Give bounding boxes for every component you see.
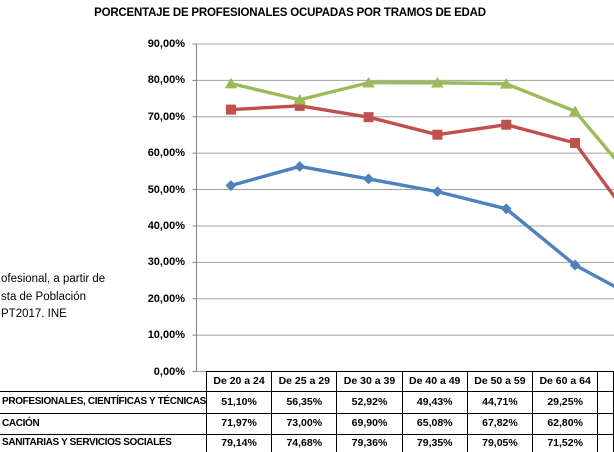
table-header-row: De 20 a 24 De 25 a 29 De 30 a 39 De 40 a 49… bbox=[0, 371, 614, 392]
data-point-triangle bbox=[293, 93, 306, 105]
source-note-line: PT2017. INE bbox=[1, 308, 67, 320]
data-point-triangle bbox=[568, 105, 582, 117]
data-point-square bbox=[363, 112, 374, 123]
table-header-cell-clipped bbox=[597, 371, 614, 392]
data-point-diamond bbox=[432, 186, 443, 198]
data-point-square bbox=[432, 129, 443, 140]
value-cell: 29,25% bbox=[532, 391, 599, 414]
value-cell: 73,00% bbox=[271, 413, 338, 435]
value-cell-clipped bbox=[597, 413, 614, 435]
value-cell: 56,35% bbox=[271, 391, 338, 414]
data-point-square bbox=[570, 137, 581, 148]
y-axis-tick-label: 90,00% bbox=[147, 38, 185, 50]
data-point-square bbox=[501, 119, 512, 130]
table-row: PROFESIONALES, CIENTÍFICAS Y TÉCNICAS 51,… bbox=[0, 391, 614, 414]
table-corner-cell bbox=[0, 372, 206, 392]
value-cell: 62,80% bbox=[532, 413, 599, 435]
value-cell: 44,71% bbox=[466, 391, 534, 414]
value-cell: 79,36% bbox=[336, 434, 403, 452]
chart-title: PORCENTAJE DE PROFESIONALES OCUPADAS POR… bbox=[94, 7, 486, 19]
value-cell: 79,35% bbox=[401, 434, 468, 452]
value-cell-clipped bbox=[597, 391, 614, 414]
y-axis-tick-label: 80,00% bbox=[147, 74, 185, 87]
data-point-triangle bbox=[224, 77, 238, 89]
value-cell: 52,92% bbox=[336, 391, 403, 414]
source-note-line: ofesional, a partir de bbox=[1, 273, 106, 285]
source-note-line: sta de Población bbox=[1, 290, 87, 303]
value-cell: 79,14% bbox=[205, 434, 273, 452]
data-point-diamond bbox=[500, 203, 512, 215]
data-point-diamond bbox=[569, 259, 581, 271]
table-header-cell: De 60 a 64 bbox=[532, 371, 599, 392]
data-point-diamond bbox=[225, 180, 237, 191]
series-line-diamond bbox=[229, 164, 614, 288]
y-axis-tick-label: 0,00% bbox=[153, 365, 185, 378]
value-cell: 69,90% bbox=[336, 413, 403, 435]
table-header-cell: De 20 a 24 bbox=[205, 371, 273, 392]
row-label-cell: SANITARIAS Y SERVICIOS SOCIALES bbox=[0, 434, 207, 452]
table-header-cell: De 25 a 29 bbox=[271, 371, 338, 392]
y-axis-tick-label: 20,00% bbox=[147, 292, 185, 305]
y-axis-tick-label: 60,00% bbox=[147, 147, 185, 160]
table-row: SANITARIAS Y SERVICIOS SOCIALES 79,14% 74,… bbox=[0, 434, 614, 452]
value-cell: 65,08% bbox=[401, 413, 468, 435]
value-cell: 79,05% bbox=[466, 434, 534, 452]
table-header-cell: De 30 a 39 bbox=[336, 371, 403, 392]
source-note: ofesional, a partir de sta de Población … bbox=[1, 271, 105, 324]
data-point-square bbox=[294, 100, 305, 111]
chart-data-table: De 20 a 24 De 25 a 29 De 30 a 39 De 40 a 49… bbox=[0, 371, 614, 452]
data-point-square bbox=[225, 104, 236, 115]
y-axis-tick-label: 10,00% bbox=[147, 329, 185, 342]
value-cell: 71,97% bbox=[205, 413, 273, 435]
y-axis-tick-label: 50,00% bbox=[147, 183, 185, 196]
value-cell: 49,43% bbox=[401, 391, 468, 414]
data-point-triangle bbox=[362, 76, 375, 88]
data-point-triangle bbox=[500, 78, 513, 89]
table-row: CACIÓN 71,97% 73,00% 69,90% 65,08% 67,82% 62,8… bbox=[0, 413, 614, 435]
row-label-cell: PROFESIONALES, CIENTÍFICAS Y TÉCNICAS bbox=[0, 391, 207, 414]
value-cell-clipped bbox=[597, 434, 614, 452]
y-axis-tick-label: 40,00% bbox=[147, 219, 185, 232]
value-cell: 71,52% bbox=[532, 434, 599, 452]
data-point-triangle bbox=[431, 76, 444, 88]
table-header-cell: De 50 a 59 bbox=[466, 371, 534, 392]
data-point-diamond bbox=[363, 173, 374, 185]
row-label-cell: CACIÓN bbox=[0, 413, 207, 435]
y-axis-tick-label: 70,00% bbox=[147, 110, 185, 123]
y-axis-tick-label: 30,00% bbox=[147, 256, 185, 269]
value-cell: 51,10% bbox=[205, 391, 273, 414]
value-cell: 74,68% bbox=[271, 434, 338, 452]
value-cell: 67,82% bbox=[466, 413, 534, 435]
data-point-diamond bbox=[294, 161, 306, 172]
table-header-cell: De 40 a 49 bbox=[401, 371, 468, 392]
series-line-triangle bbox=[229, 81, 614, 161]
